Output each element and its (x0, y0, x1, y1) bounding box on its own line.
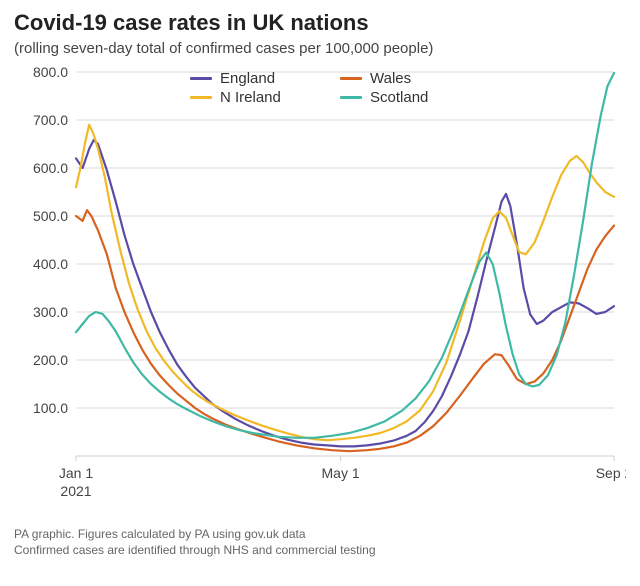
y-tick-label: 400.0 (33, 256, 68, 272)
chart-page: Covid-19 case rates in UK nations (rolli… (0, 0, 640, 586)
legend-swatch (340, 77, 362, 80)
y-tick-label: 800.0 (33, 64, 68, 80)
x-tick-label: Sep 2 (596, 465, 626, 481)
line-chart: 100.0 200.0 300.0 400.0 500.0 600.0 700.0 800.0… (14, 64, 626, 504)
chart-legend: England Wales N Ireland Scotland (190, 70, 450, 106)
y-tick-label: 500.0 (33, 208, 68, 224)
legend-swatch (190, 77, 212, 80)
series-nireland (76, 125, 614, 440)
x-tick-label: May 1 (322, 465, 360, 481)
legend-item-england: England (190, 70, 300, 87)
legend-row: England Wales (190, 70, 450, 87)
series-wales (76, 210, 614, 451)
legend-item-wales: Wales (340, 70, 450, 87)
x-tick-sublabel: 2021 (60, 483, 91, 499)
legend-label: England (220, 70, 275, 87)
y-tick-label: 700.0 (33, 112, 68, 128)
page-subtitle: (rolling seven-day total of confirmed ca… (14, 40, 433, 57)
page-title: Covid-19 case rates in UK nations (14, 10, 369, 36)
y-tick-label: 100.0 (33, 400, 68, 416)
y-tick-label: 600.0 (33, 160, 68, 176)
legend-label: Wales (370, 70, 411, 87)
legend-item-nireland: N Ireland (190, 89, 300, 106)
footer-line-2: Confirmed cases are identified through N… (14, 542, 376, 558)
y-tick-label: 300.0 (33, 304, 68, 320)
legend-item-scotland: Scotland (340, 89, 450, 106)
series-england (76, 140, 614, 446)
chart-svg: 100.0 200.0 300.0 400.0 500.0 600.0 700.0 800.0… (14, 64, 626, 504)
legend-row: N Ireland Scotland (190, 89, 450, 106)
legend-swatch (190, 96, 212, 99)
legend-label: N Ireland (220, 89, 281, 106)
legend-swatch (340, 96, 362, 99)
legend-label: Scotland (370, 89, 428, 106)
chart-footer: PA graphic. Figures calculated by PA usi… (14, 526, 376, 558)
y-tick-label: 200.0 (33, 352, 68, 368)
x-tick-label: Jan 1 (59, 465, 93, 481)
footer-line-1: PA graphic. Figures calculated by PA usi… (14, 526, 376, 542)
